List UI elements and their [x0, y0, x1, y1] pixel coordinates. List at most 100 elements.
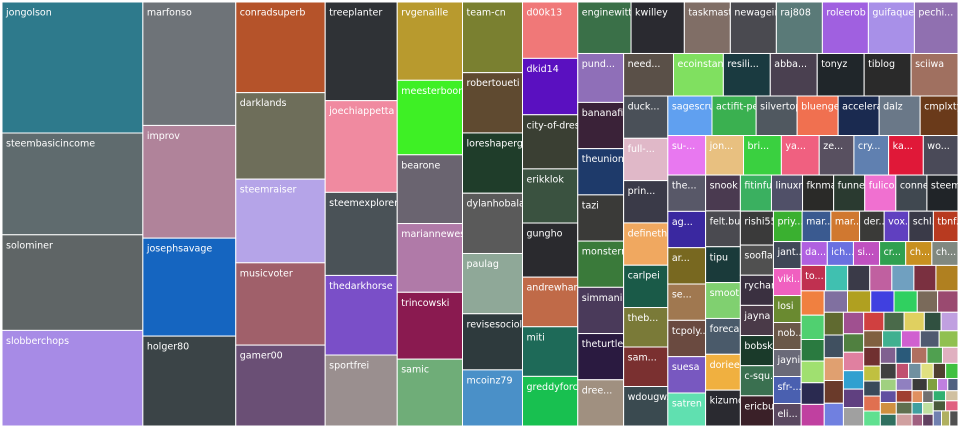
tile-label: se... — [672, 290, 692, 301]
tile — [879, 402, 897, 415]
tile — [1, 132, 144, 236]
tile-label: city-of-dres... — [526, 120, 588, 131]
tile-label: ericbu... — [744, 401, 783, 412]
tile-label: jayna — [743, 311, 770, 322]
tile — [755, 95, 798, 137]
tile-label: tcpoly... — [672, 326, 709, 337]
tile-label: fitinfun — [744, 181, 778, 192]
tile-label: theturtlepr... — [582, 339, 642, 350]
tile-label: treeplanter — [329, 8, 382, 19]
tile — [324, 274, 398, 356]
tile — [879, 378, 897, 392]
tile-label: revisesociol... — [467, 319, 532, 330]
tile-label: josephsavage — [146, 244, 213, 255]
tile-label: newageinv — [734, 8, 786, 19]
tile — [801, 210, 832, 243]
tile — [863, 330, 884, 348]
tile-label: duck... — [628, 101, 660, 112]
tile-label: cry... — [858, 141, 880, 152]
tile — [911, 390, 924, 403]
tile — [823, 334, 844, 359]
tile — [623, 95, 669, 139]
tile — [859, 210, 885, 243]
tile — [667, 356, 707, 394]
tile-label: tazi — [582, 200, 599, 211]
tile-label: abba... — [774, 59, 807, 70]
tile-label: nob... — [777, 328, 804, 339]
tile — [396, 358, 464, 427]
tile — [739, 395, 774, 427]
tile — [911, 413, 924, 427]
tile — [842, 370, 865, 390]
tile — [937, 290, 959, 313]
tile-label: dkid14 — [526, 64, 558, 75]
tile-label: kwilley — [635, 8, 668, 19]
tile — [922, 390, 934, 403]
tile — [739, 274, 774, 306]
tile-label: team-cn — [467, 8, 506, 19]
tile-label: mar... — [806, 217, 833, 228]
tile — [932, 362, 947, 380]
tile — [324, 191, 398, 276]
tile-label: pechi... — [918, 8, 953, 19]
tile — [823, 380, 844, 404]
tile — [863, 346, 881, 367]
tile — [821, 1, 869, 54]
tile — [462, 192, 523, 254]
tile — [938, 330, 959, 348]
tile — [577, 333, 625, 381]
tile-label: bluengel — [801, 101, 842, 112]
tile — [913, 264, 937, 292]
tile-label: satren — [672, 398, 702, 409]
tile — [949, 410, 959, 427]
tile-label: full-... — [628, 144, 655, 155]
tile-label: miti — [526, 332, 544, 343]
tile — [775, 1, 823, 54]
tile — [462, 369, 523, 427]
tile — [870, 290, 895, 313]
tile-label: mcoinz79 — [467, 375, 513, 386]
tile-label: defineth... — [628, 228, 677, 239]
tile-label: ich... — [831, 247, 854, 258]
tile — [920, 362, 934, 380]
tile — [577, 194, 625, 242]
tile-label: funnel — [838, 181, 868, 192]
tile — [911, 378, 928, 392]
tile-label: snook — [710, 181, 739, 192]
tile — [895, 413, 913, 427]
tile — [922, 401, 934, 415]
tile — [842, 311, 865, 335]
tile-label: jon... — [709, 141, 734, 152]
tile — [932, 400, 947, 412]
tile — [142, 237, 237, 337]
tile-label: joechiappetta — [328, 106, 394, 117]
tile-label: ecoinstant — [677, 59, 727, 70]
tile — [396, 223, 464, 293]
tile — [800, 382, 825, 405]
tile-label: prin... — [628, 186, 656, 197]
tile — [1, 1, 144, 134]
tile-label: samic — [401, 365, 429, 376]
tile — [521, 57, 579, 116]
tile — [823, 311, 844, 336]
tile-label: ka... — [893, 141, 913, 152]
tile-label: pund... — [582, 59, 615, 70]
tile — [577, 379, 625, 427]
tile — [705, 246, 741, 284]
tile — [863, 380, 881, 397]
tile — [846, 290, 872, 313]
tile-label: paulag — [467, 259, 499, 270]
tile-label: viki... — [777, 274, 802, 285]
tile-label: c-squ... — [744, 371, 779, 382]
tile-label: bri... — [748, 141, 770, 152]
tile — [825, 264, 849, 292]
tile — [945, 400, 959, 412]
tile — [667, 392, 707, 427]
tile — [462, 72, 523, 134]
tile-label: fknma... — [807, 181, 846, 192]
tile-label: conne... — [900, 181, 938, 192]
tile — [833, 174, 866, 212]
tile — [235, 178, 326, 264]
tile — [705, 135, 745, 176]
tile-label: d00k13 — [526, 8, 562, 19]
